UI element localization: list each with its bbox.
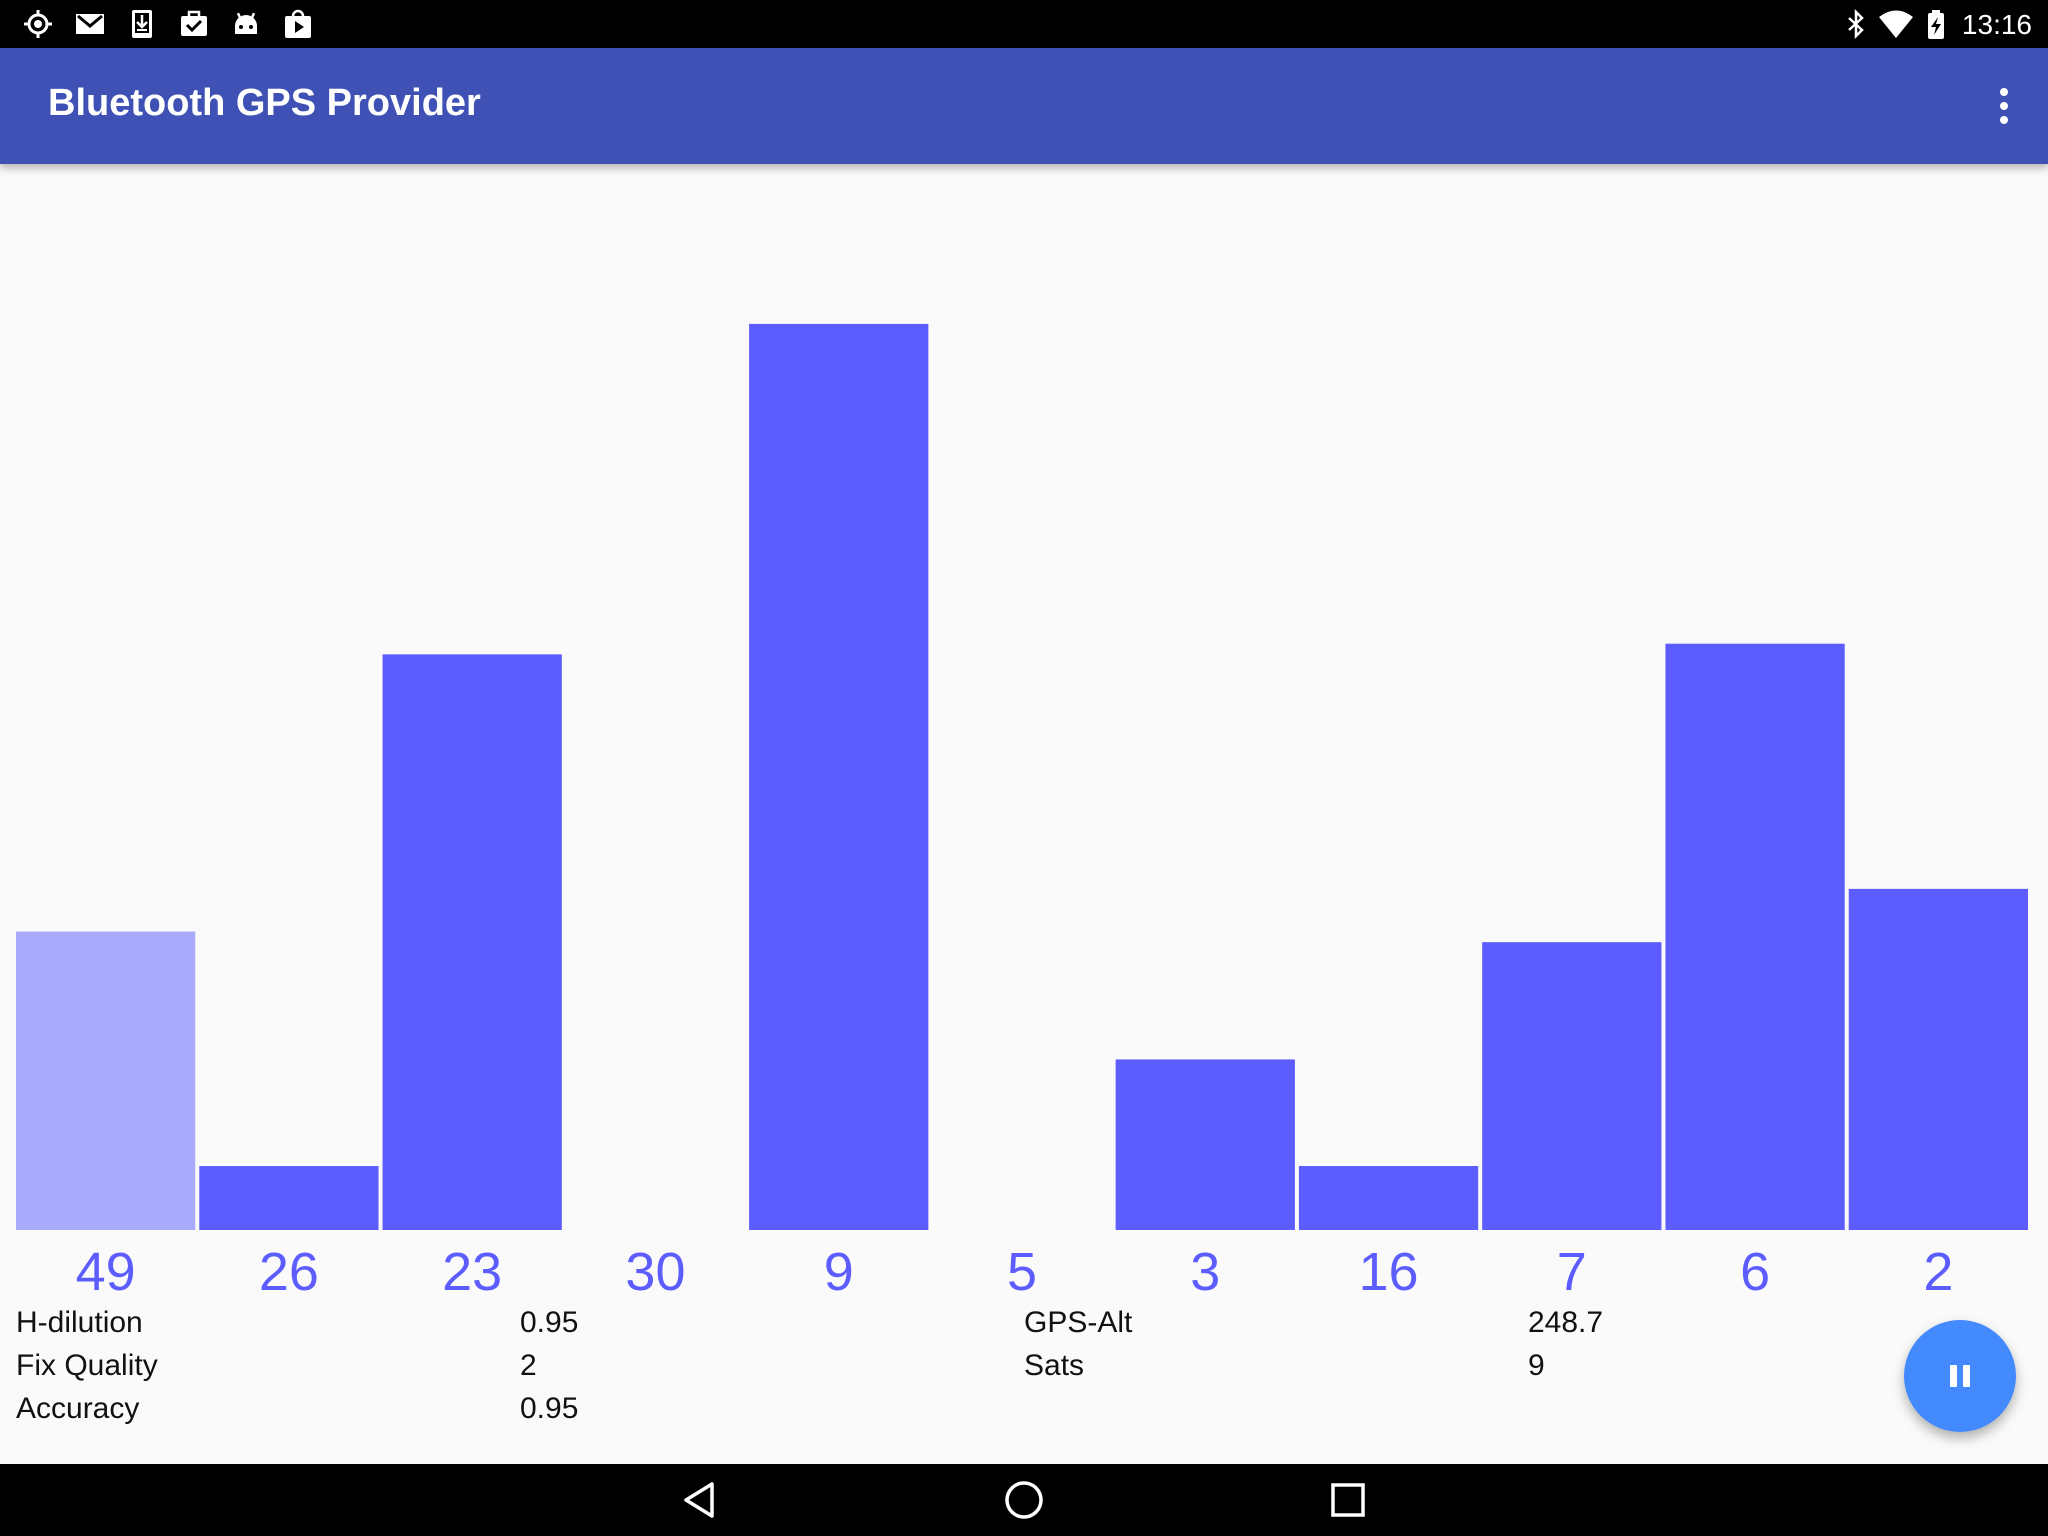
info-label-gps-alt: GPS-Alt	[1024, 1306, 1133, 1339]
status-bar: 13:16	[0, 0, 2048, 48]
info-value-gps-alt: 248.7	[1528, 1306, 1604, 1339]
bar-label-prn-7: 7	[1557, 1242, 1587, 1302]
info-label-hdilution: H-dilution	[16, 1306, 143, 1339]
bar-prn-3	[1115, 1059, 1295, 1230]
info-value-hdilution: 0.95	[520, 1306, 579, 1339]
pause-button[interactable]	[1904, 1320, 2016, 1432]
android-icon	[235, 12, 257, 34]
info-value-accuracy: 0.95	[520, 1392, 579, 1425]
back-icon[interactable]	[676, 1476, 724, 1524]
bar-label-prn-16: 16	[1359, 1242, 1419, 1302]
play-store-icon	[285, 9, 311, 38]
bar-prn-6	[1665, 643, 1845, 1230]
page-title: Bluetooth GPS Provider	[48, 82, 481, 124]
info-value-sats: 9	[1528, 1349, 1545, 1382]
bar-prn-7	[1482, 942, 1662, 1230]
info-label-fix-quality: Fix Quality	[16, 1349, 158, 1382]
more-vert-icon-dot	[2000, 116, 2008, 124]
bar-prn-9	[749, 323, 929, 1230]
app-bar: Bluetooth GPS Provider	[0, 48, 2048, 164]
bar-label-prn-30: 30	[625, 1242, 685, 1302]
bar-label-prn-5: 5	[1007, 1242, 1037, 1302]
bar-label-prn-3: 3	[1190, 1242, 1220, 1302]
bar-prn-26	[199, 1166, 379, 1230]
info-label-sats: Sats	[1024, 1349, 1085, 1382]
bar-label-prn-9: 9	[824, 1242, 854, 1302]
more-vert-icon-dot	[2000, 102, 2008, 110]
bar-label-prn-26: 26	[259, 1242, 319, 1302]
overflow-menu-button[interactable]	[1984, 78, 2024, 134]
info-value-fix-quality: 2	[520, 1349, 537, 1382]
pause-icon	[1950, 1365, 1970, 1387]
status-time: 13:16	[1961, 9, 2032, 40]
bar-label-prn-2: 2	[1923, 1242, 1953, 1302]
task-icon	[181, 10, 207, 36]
download-icon	[132, 10, 152, 38]
bar-prn-23	[382, 654, 562, 1230]
navigation-bar	[0, 1464, 2048, 1536]
location-icon	[24, 10, 52, 38]
battery-icon	[1928, 10, 1944, 39]
bar-label-prn-6: 6	[1740, 1242, 1770, 1302]
bar-label-prn-23: 23	[442, 1242, 502, 1302]
bluetooth-icon	[1848, 8, 1864, 40]
bar-prn-2	[1848, 888, 2028, 1230]
bar-label-prn-49: 49	[76, 1242, 136, 1302]
info-label-accuracy: Accuracy	[16, 1392, 140, 1425]
recents-icon[interactable]	[1324, 1476, 1372, 1524]
bar-prn-49	[16, 931, 196, 1230]
more-vert-icon	[2000, 88, 2008, 96]
bar-prn-16	[1298, 1166, 1479, 1230]
gmail-icon	[76, 14, 104, 34]
wifi-icon	[1879, 10, 1913, 38]
satellite-signal-chart: 49 26 23 30 9 5 3 16 7 6 2	[16, 323, 2028, 1302]
home-icon[interactable]	[1000, 1476, 1048, 1524]
